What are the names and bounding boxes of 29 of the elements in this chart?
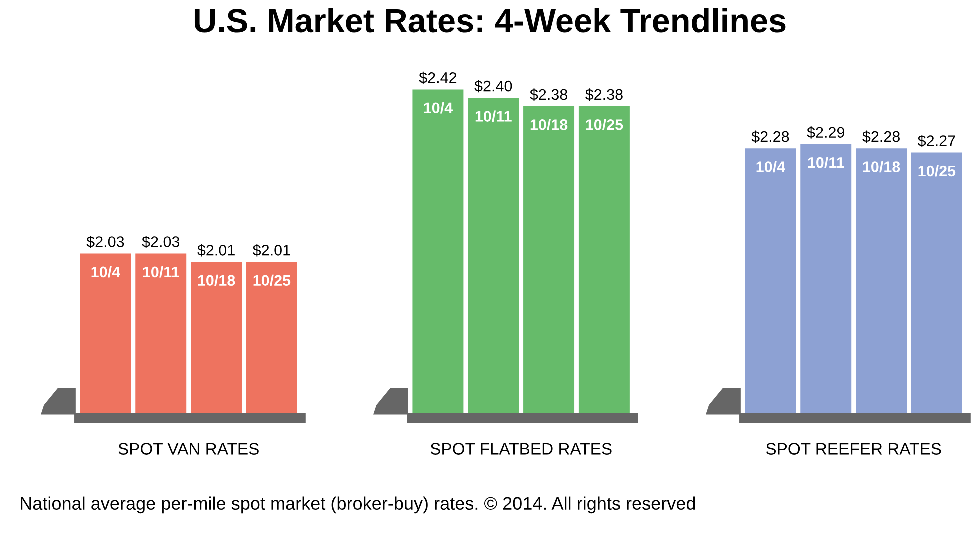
x-tick-label: 10/11 (476, 110, 512, 122)
x-tick-label: 10/18 (530, 119, 568, 131)
data-label: $2.03 (86, 236, 124, 248)
data-label: $2.28 (752, 130, 790, 144)
x-tick-label: 10/4 (424, 102, 453, 114)
data-label: $2.42 (419, 72, 457, 84)
x-tick-label: 10/25 (586, 119, 624, 131)
data-label: $2.01 (253, 244, 290, 257)
data-label: $2.03 (142, 236, 180, 248)
x-tick-label: 10/4 (756, 161, 786, 173)
x-tick-label: 10/18 (863, 161, 900, 173)
series-label: SPOT FLATBED RATES (430, 443, 612, 455)
x-tick-label: 10/18 (198, 274, 236, 286)
data-label: $2.28 (862, 130, 900, 144)
series-label: SPOT REEFER RATES (766, 443, 942, 455)
series-label: SPOT VAN RATES (118, 443, 259, 455)
x-tick-label: 10/11 (808, 157, 844, 168)
x-tick-label: 10/25 (254, 274, 291, 286)
data-label: $2.38 (530, 88, 568, 102)
x-tick-label: 10/25 (918, 165, 956, 177)
x-tick-label: 10/11 (143, 266, 180, 278)
chart-title: U.S. Market Rates: 4-Week Trendlines (194, 8, 786, 33)
data-label: $2.40 (474, 80, 512, 93)
annotation: National average per-mile spot market (broker-buy) rates. © 2014. All rights reserved (21, 496, 696, 514)
x-tick-label: 10/4 (92, 266, 120, 278)
data-label: $2.27 (918, 134, 956, 148)
data-label: $2.01 (198, 244, 235, 257)
data-label: $2.29 (807, 126, 845, 139)
data-label: $2.38 (586, 88, 623, 102)
